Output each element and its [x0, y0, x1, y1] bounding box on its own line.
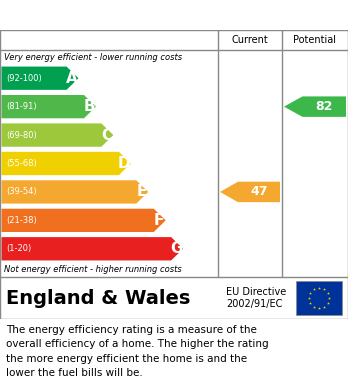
Text: (1-20): (1-20): [6, 244, 31, 253]
Text: 82: 82: [316, 100, 333, 113]
Polygon shape: [1, 124, 113, 147]
Polygon shape: [1, 152, 131, 175]
Text: (21-38): (21-38): [6, 216, 37, 225]
Polygon shape: [284, 97, 346, 117]
Text: England & Wales: England & Wales: [6, 289, 190, 307]
Polygon shape: [1, 66, 79, 90]
Text: F: F: [154, 213, 164, 228]
Polygon shape: [1, 237, 183, 260]
Text: E: E: [136, 185, 147, 199]
Polygon shape: [1, 180, 148, 204]
Text: (69-80): (69-80): [6, 131, 37, 140]
Polygon shape: [1, 209, 166, 232]
Text: Very energy efficient - lower running costs: Very energy efficient - lower running co…: [4, 52, 182, 61]
Text: The energy efficiency rating is a measure of the
overall efficiency of a home. T: The energy efficiency rating is a measur…: [6, 325, 269, 378]
Text: Not energy efficient - higher running costs: Not energy efficient - higher running co…: [4, 265, 182, 274]
Polygon shape: [1, 95, 96, 118]
Text: D: D: [118, 156, 130, 171]
Text: EU Directive
2002/91/EC: EU Directive 2002/91/EC: [226, 287, 286, 309]
Text: B: B: [84, 99, 95, 114]
Text: (39-54): (39-54): [6, 187, 37, 196]
Text: (81-91): (81-91): [6, 102, 37, 111]
Text: A: A: [66, 71, 78, 86]
Text: Current: Current: [232, 35, 268, 45]
Text: C: C: [101, 127, 112, 143]
Polygon shape: [220, 182, 280, 202]
Bar: [296, 281, 342, 315]
Text: G: G: [170, 241, 183, 256]
Text: (55-68): (55-68): [6, 159, 37, 168]
Text: 47: 47: [250, 185, 268, 198]
Text: Energy Efficiency Rating: Energy Efficiency Rating: [8, 7, 210, 23]
Text: Potential: Potential: [293, 35, 337, 45]
Text: (92-100): (92-100): [6, 74, 42, 83]
